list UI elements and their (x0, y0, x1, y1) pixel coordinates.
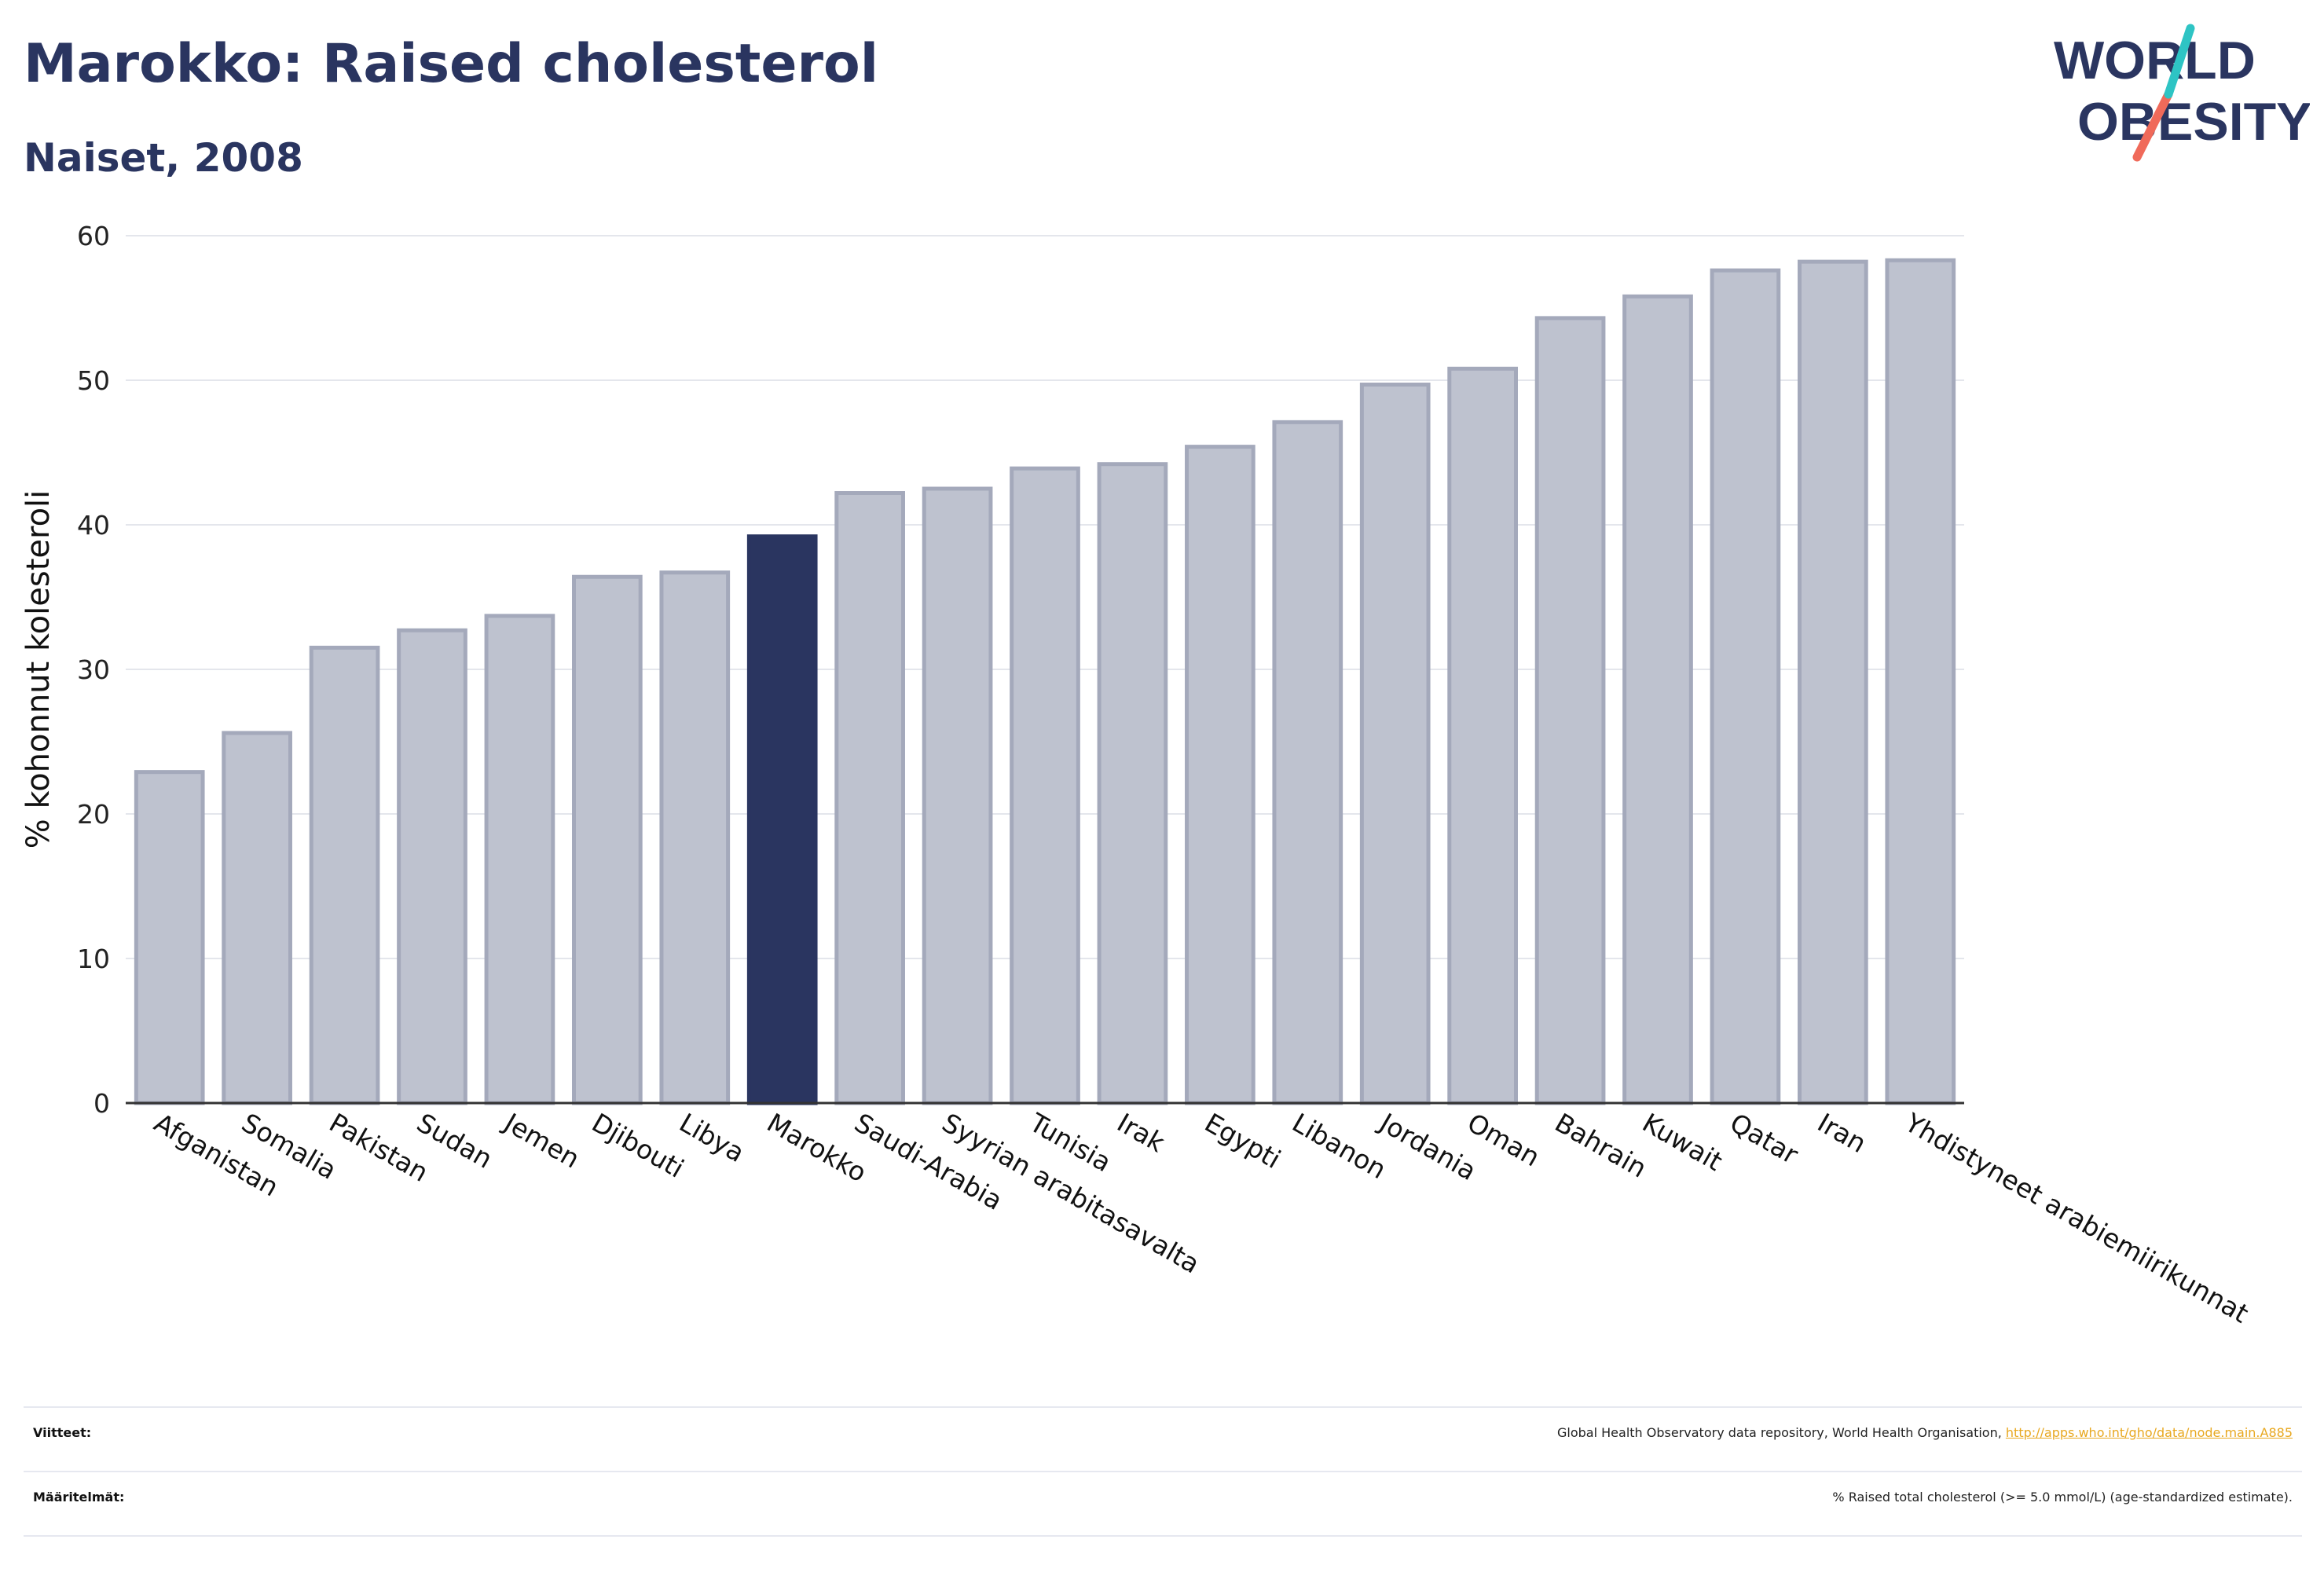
x-tick-label: Pakistan (324, 1107, 434, 1188)
logo-word-1: WORLD (2054, 31, 2256, 90)
y-tick-label: 40 (77, 510, 110, 541)
bar (309, 645, 380, 1105)
y-tick-label: 10 (77, 944, 110, 974)
bar (1710, 268, 1781, 1105)
sources-link[interactable]: http://apps.who.int/gho/data/node.main.A… (2005, 1425, 2293, 1440)
chart-subtitle: Naiset, 2008 (24, 135, 303, 181)
bar (572, 574, 643, 1105)
y-tick-label: 30 (77, 654, 110, 685)
footer-sources-row: Viitteet: Global Health Observatory data… (24, 1406, 2302, 1471)
bar (1097, 462, 1168, 1105)
bar (1622, 294, 1693, 1105)
bar (922, 486, 993, 1105)
x-tick-label: Marokko (762, 1107, 872, 1188)
x-tick-label: Saudi-Arabia (849, 1107, 1007, 1216)
x-tick-label: Yhdistyneet arabiemiirikunnat (1899, 1107, 2253, 1329)
x-tick-label: Jemen (498, 1106, 585, 1174)
y-tick-label: 0 (93, 1088, 110, 1119)
bar (484, 614, 555, 1105)
bar (397, 628, 467, 1105)
bar (222, 731, 292, 1105)
x-tick-label: Iran (1813, 1107, 1871, 1159)
bar (1885, 258, 1956, 1105)
y-tick-label: 60 (77, 221, 110, 251)
bar-chart: 0 10 20 30 40 50 60 AfganistanSomaliaPakistanS… (20, 221, 2254, 1329)
sources-label: Viitteet: (33, 1425, 92, 1440)
bar (746, 534, 818, 1105)
bar (134, 770, 205, 1105)
x-tick-label: Qatar (1725, 1107, 1803, 1170)
chart-title: Marokko: Raised cholesterol (24, 33, 879, 95)
bar (1272, 420, 1343, 1105)
bar (1185, 445, 1255, 1105)
logo-word-2: OBESITY (2077, 92, 2310, 152)
bar (834, 491, 905, 1105)
sources-text: Global Health Observatory data repositor… (1557, 1425, 2006, 1440)
y-axis-ticks: 0 10 20 30 40 50 60 (77, 221, 110, 1119)
definitions-label: Määritelmät: (33, 1490, 125, 1505)
x-tick-label: Jordania (1373, 1106, 1482, 1186)
bar (1447, 366, 1518, 1105)
footer-definitions-row: Määritelmät: % Raised total cholesterol … (24, 1471, 2302, 1537)
sources-value: Global Health Observatory data repositor… (1557, 1425, 2293, 1440)
slash-mark-icon (2132, 90, 2173, 162)
y-tick-label: 50 (77, 365, 110, 396)
bar (659, 570, 731, 1105)
x-tick-label: Irak (1112, 1107, 1171, 1159)
x-tick-label: Bahrain (1550, 1107, 1652, 1184)
x-tick-label: Libanon (1287, 1107, 1391, 1185)
x-tick-label: Egypti (1200, 1107, 1286, 1175)
definitions-value: % Raised total cholesterol (>= 5.0 mmol/… (1832, 1490, 2293, 1505)
x-tick-label: Kuwait (1637, 1107, 1728, 1177)
world-obesity-logo: WORLD OBESITY (2054, 24, 2310, 162)
bars (134, 258, 1956, 1105)
y-axis-title: % kohonnut kolesteroli (20, 490, 57, 849)
bar (1534, 316, 1606, 1105)
bar (1359, 383, 1431, 1105)
slash-mark-icon-top (2164, 24, 2195, 99)
bar (1798, 259, 1868, 1105)
x-tick-label: Djibouti (587, 1107, 689, 1184)
y-tick-label: 20 (77, 799, 110, 830)
bar (1010, 466, 1080, 1105)
